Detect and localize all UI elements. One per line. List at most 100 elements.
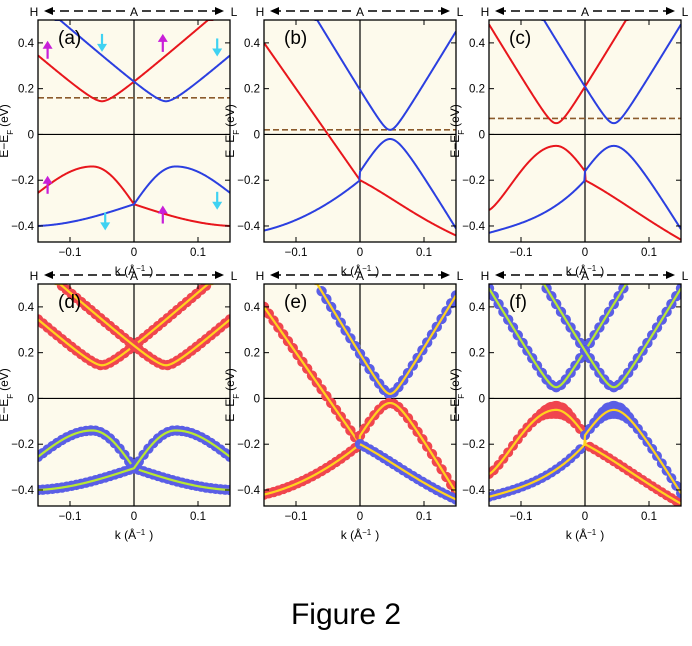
y-tick-label: −0.2 [237, 175, 260, 187]
band-val-blue [489, 144, 681, 234]
panel-label: (b) [284, 28, 307, 49]
y-tick-label: 0 [28, 129, 34, 141]
x-axis-label-sup: −1 [587, 528, 597, 537]
y-tick-label: 0.2 [244, 348, 260, 360]
panel-3: −0.1 0 0.1−0.4−0.200.20.4k (Å−1)E−EF(eV)(d… [0, 269, 238, 542]
panel-label: (f) [509, 292, 527, 313]
x-tick-label: 0.1 [416, 247, 432, 259]
x-axis-label: k (Å−1) [566, 263, 604, 278]
direction-label-l: L [457, 269, 464, 283]
direction-label-l: L [231, 269, 238, 283]
y-axis-label-sub: F [457, 394, 466, 399]
y-tick-label: 0.4 [18, 38, 35, 50]
plot-area [489, 20, 681, 241]
band-core-val-red-tail [359, 443, 456, 501]
plot-area [264, 284, 456, 505]
x-axis-label-main: k (Å [341, 263, 362, 278]
y-axis-label-main: E−E [0, 135, 11, 158]
plot-area [38, 284, 230, 496]
direction-arrowhead-right [441, 271, 450, 279]
band-core-cond-blue [314, 284, 456, 395]
y-axis-label: E−EF (eV) [0, 368, 15, 422]
y-tick-label: 0.4 [244, 302, 261, 314]
y-axis-label: E−EF (eV) [0, 104, 15, 158]
direction-arrowhead-left [495, 7, 504, 15]
x-tick-label: 0.1 [190, 511, 206, 523]
figure-caption: Figure 2 [290, 598, 402, 631]
band-dirac-1 [264, 42, 361, 181]
band-core-cond-red [489, 284, 629, 389]
y-tick-label: 0.4 [469, 38, 486, 50]
band-core-cond-blue [541, 284, 681, 389]
y-tick-label: −0.2 [237, 439, 260, 451]
x-axis-label: k (Å−1) [341, 527, 379, 542]
band-cond-blue [314, 20, 456, 131]
band-points-cond-blue [314, 284, 456, 399]
x-axis-label-sup: −1 [362, 528, 372, 537]
band-core-cond-blue [54, 284, 230, 367]
x-axis-label-sup: −1 [362, 264, 372, 273]
panel-label: (d) [58, 292, 81, 313]
x-tick-label: 0.1 [190, 247, 206, 259]
band-val-blue [38, 165, 230, 227]
direction-label-a: A [581, 269, 589, 283]
y-tick-label: 0 [479, 393, 485, 405]
y-tick-label: 0.4 [18, 302, 35, 314]
band-cond-blue [541, 20, 681, 125]
spin-arrowhead-up [42, 40, 53, 49]
band-cond-red [489, 20, 629, 125]
y-tick-label: −0.2 [462, 175, 485, 187]
x-axis-label: k (Å−1) [115, 527, 153, 542]
y-axis-label-sub: F [457, 130, 466, 135]
y-tick-label: −0.4 [237, 485, 260, 497]
x-tick-label: −0.1 [510, 511, 533, 523]
y-tick-label: 0.4 [469, 302, 486, 314]
y-axis-label: E−EF (eV) [448, 104, 466, 158]
panel-label: (c) [509, 28, 531, 49]
band-points-cond-blue [541, 284, 681, 393]
plot-area [38, 20, 230, 231]
y-tick-label: −0.2 [11, 175, 34, 187]
x-tick-label: −0.1 [285, 511, 308, 523]
x-axis-label-close: ) [149, 528, 153, 542]
band-cond-red [38, 20, 214, 103]
direction-label-l: L [682, 269, 689, 283]
band-points-val-blue [264, 397, 456, 500]
x-axis-label: k (Å−1) [566, 527, 604, 542]
y-axis-label-sub: F [232, 130, 241, 135]
band-core-val-blue [489, 408, 681, 498]
y-tick-label: −0.4 [237, 221, 260, 233]
y-axis-label-unit: (eV) [0, 104, 11, 127]
y-tick-label: 0.4 [244, 38, 261, 50]
panel-0: −0.1 0 0.1−0.4−0.200.20.4k (Å−1)E−EF(eV)(a… [0, 5, 238, 278]
direction-arrowhead-right [215, 7, 224, 15]
direction-arrowhead-right [215, 271, 224, 279]
direction-label-h: H [481, 5, 490, 19]
y-tick-label: 0.2 [18, 84, 34, 96]
spin-arrowhead-down [212, 48, 223, 57]
y-axis-label: E−EF (eV) [223, 368, 241, 422]
spin-arrowhead-down [100, 222, 111, 231]
x-axis-label-main: k (Å [566, 263, 587, 278]
y-tick-label: −0.4 [11, 485, 34, 497]
panel-1: −0.1 0 0.1−0.4−0.200.20.4k (Å−1)E−EF(eV)(b… [223, 5, 464, 278]
x-tick-label: −0.1 [59, 247, 82, 259]
x-axis-label: k (Å−1) [341, 263, 379, 278]
direction-arrowhead-left [270, 271, 279, 279]
band-points-cond-red [489, 284, 629, 393]
x-tick-label: 0.1 [641, 247, 657, 259]
y-tick-label: 0.2 [244, 84, 260, 96]
direction-arrowhead-left [44, 271, 53, 279]
y-axis-label-unit: (eV) [223, 368, 237, 391]
x-axis-label-close: ) [600, 264, 604, 278]
direction-label-a: A [356, 5, 364, 19]
y-tick-label: 0 [254, 129, 260, 141]
band-points-val-red [489, 400, 681, 506]
y-tick-label: 0 [254, 393, 260, 405]
y-axis-label-unit: (eV) [0, 368, 11, 391]
x-tick-label: 0.1 [641, 511, 657, 523]
x-axis-label-sup: −1 [587, 264, 597, 273]
direction-arrowhead-left [495, 271, 504, 279]
y-axis-label-main: E−E [223, 399, 237, 422]
y-tick-label: 0.2 [18, 348, 34, 360]
